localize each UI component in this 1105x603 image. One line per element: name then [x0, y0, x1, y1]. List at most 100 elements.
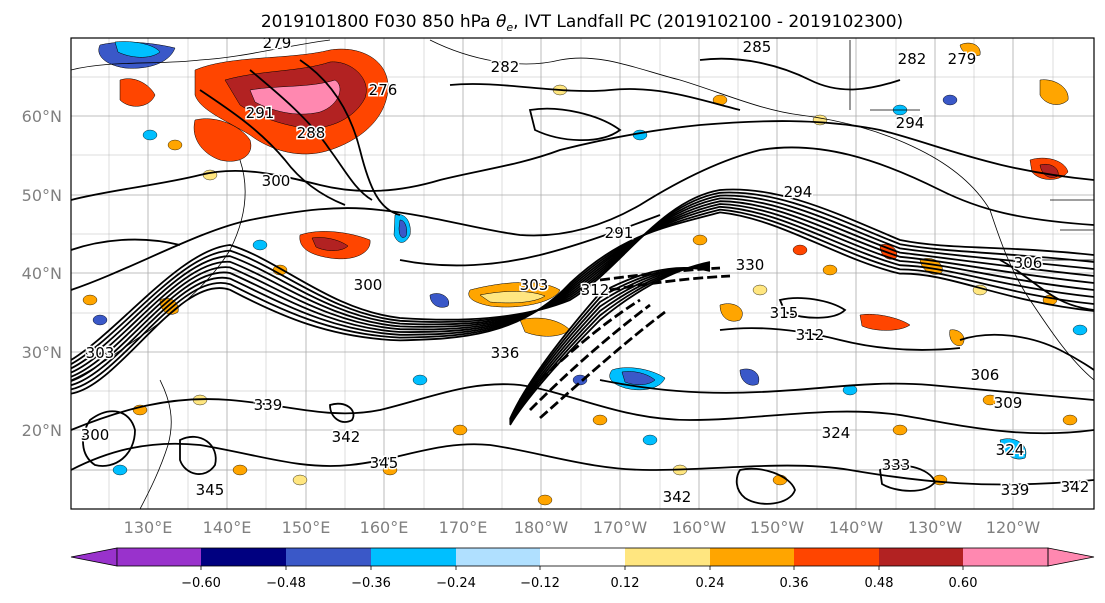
lon-tick-label: 180°W	[514, 518, 569, 537]
correlation-patch	[621, 371, 656, 385]
theta-e-contour	[719, 327, 961, 351]
correlation-patch	[119, 78, 156, 107]
colorbar-segment	[963, 548, 1048, 566]
correlation-speck	[982, 394, 998, 406]
correlation-speck	[692, 234, 708, 246]
colorbar-segment	[371, 548, 456, 566]
theta-e-contour	[71, 442, 1094, 486]
contour-label: 315	[770, 304, 799, 322]
correlation-speck	[752, 284, 768, 296]
contour-label: 345	[370, 454, 399, 472]
lon-tick-label: 170°E	[439, 518, 488, 537]
correlation-speck	[232, 464, 248, 476]
colorbar-tick-label: 0.12	[611, 576, 640, 591]
theta-e-contour	[999, 259, 1094, 311]
correlation-patch	[959, 42, 981, 57]
theta-e-contour	[599, 379, 1094, 401]
correlation-speck	[167, 139, 183, 151]
theta-e-contour	[82, 410, 136, 467]
map-frame	[70, 37, 1095, 510]
contour-label: 279	[263, 34, 292, 52]
contour-label: 300	[81, 426, 110, 444]
colorbar-tick-label: −0.24	[436, 576, 476, 591]
correlation-patch	[114, 41, 161, 58]
contour-label: 342	[332, 428, 361, 446]
theta-e-contour	[778, 297, 847, 319]
lon-tick-label: 120°W	[986, 518, 1041, 537]
correlation-patch	[398, 219, 407, 238]
correlation-speck	[892, 424, 908, 436]
colorbar-tick-label: −0.36	[351, 576, 391, 591]
contour-label: 342	[1061, 478, 1090, 496]
coastline-segment	[849, 40, 920, 111]
theta-e-contour-dashed	[539, 310, 666, 420]
correlation-speck	[942, 94, 958, 106]
contour-label: 300	[262, 172, 291, 190]
correlation-patch	[999, 438, 1027, 460]
theta-e-contour	[735, 467, 796, 505]
coastline-segment	[139, 379, 172, 509]
theta-e-contour	[329, 402, 355, 423]
theta-e-contour	[179, 435, 217, 475]
colorbar-extend-high	[1047, 547, 1095, 567]
theta-e-contour	[71, 194, 1094, 370]
lon-tick-label: 130°W	[908, 518, 963, 537]
correlation-patch	[479, 291, 546, 304]
theta-e-contour	[449, 83, 741, 111]
theta-e-contour	[71, 238, 181, 251]
lon-tick-label: 160°W	[672, 518, 727, 537]
correlation-speck	[642, 434, 658, 446]
colorbar-segment	[456, 548, 540, 566]
lon-tick-label: 130°E	[124, 518, 173, 537]
contour-label: 306	[1014, 254, 1043, 272]
colorbar-segment	[625, 548, 710, 566]
contour-label: 291	[246, 104, 275, 122]
contour-label: 324	[996, 441, 1025, 459]
lat-tick-label: 50°N	[22, 186, 62, 205]
correlation-patch	[429, 293, 450, 308]
colorbar-tick-label: −0.12	[520, 576, 560, 591]
colorbar-tick-label: −0.60	[181, 576, 221, 591]
theta-e-contours	[71, 57, 1094, 505]
correlation-patch	[193, 118, 252, 162]
contour-label: 306	[971, 366, 1000, 384]
map-panel: 279 282 285 282 279 276 291 288 294 300 291 294 300 3…	[71, 34, 1094, 509]
colorbar-segment	[794, 548, 879, 566]
theta-e-contour	[71, 200, 1094, 378]
colorbar-tick-label: 0.48	[865, 576, 894, 591]
correlation-patch	[1039, 79, 1069, 105]
contour-label: 309	[994, 394, 1023, 412]
lat-tick-label: 60°N	[22, 107, 62, 126]
correlation-speck	[82, 294, 98, 306]
theta-e-contour	[699, 57, 901, 91]
lon-tick-label: 140°W	[829, 518, 884, 537]
theta-e-contour-dashed	[609, 274, 731, 292]
contour-label: 339	[1001, 481, 1030, 499]
contour-label: 342	[663, 488, 692, 506]
theta-e-contour	[399, 214, 661, 267]
theta-e-contour-dashed	[599, 266, 721, 282]
contour-label: 282	[491, 58, 520, 76]
contour-labels: 279 282 285 282 279 276 291 288 294 300 291 294 300 3…	[79, 34, 1091, 508]
theta-e-contour	[71, 383, 1094, 435]
theta-e-contour	[71, 208, 1094, 391]
contour-label: 330	[736, 256, 765, 274]
figure-title: 2019101800 F030 850 hPa θe, IVT Landfall…	[261, 12, 903, 34]
theta-e-contour	[199, 89, 346, 206]
correlation-shading	[82, 41, 1088, 506]
contour-label: 291	[605, 224, 634, 242]
theta-e-contour	[71, 146, 1094, 291]
correlation-patch	[719, 303, 743, 322]
lon-tick-label: 150°W	[750, 518, 805, 537]
correlation-patch	[859, 314, 911, 331]
theta-e-contour	[509, 267, 711, 420]
correlation-speck	[252, 239, 268, 251]
colorbar-tick-label: 0.60	[949, 576, 978, 591]
colorbar-segment	[879, 548, 963, 566]
theta-e-contour	[299, 59, 401, 216]
colorbar-extend-low	[70, 547, 118, 567]
contour-label: 345	[196, 481, 225, 499]
correlation-patch	[311, 237, 349, 251]
colorbar-segment	[286, 548, 371, 566]
correlation-speck	[792, 244, 808, 256]
